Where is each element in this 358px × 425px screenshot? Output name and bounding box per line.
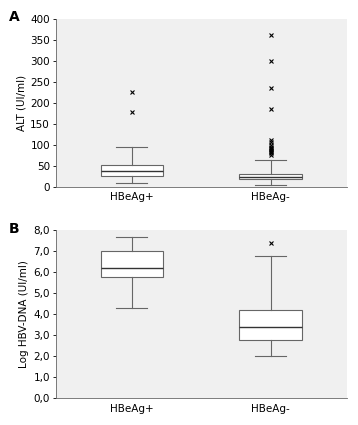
Text: A: A [9, 10, 20, 24]
Y-axis label: ALT (UI/ml): ALT (UI/ml) [16, 74, 26, 130]
PathPatch shape [101, 165, 163, 176]
PathPatch shape [240, 310, 302, 340]
PathPatch shape [101, 251, 163, 277]
PathPatch shape [240, 174, 302, 179]
Text: B: B [9, 222, 19, 236]
Y-axis label: Log HBV-DNA (UI/ml): Log HBV-DNA (UI/ml) [19, 261, 29, 368]
